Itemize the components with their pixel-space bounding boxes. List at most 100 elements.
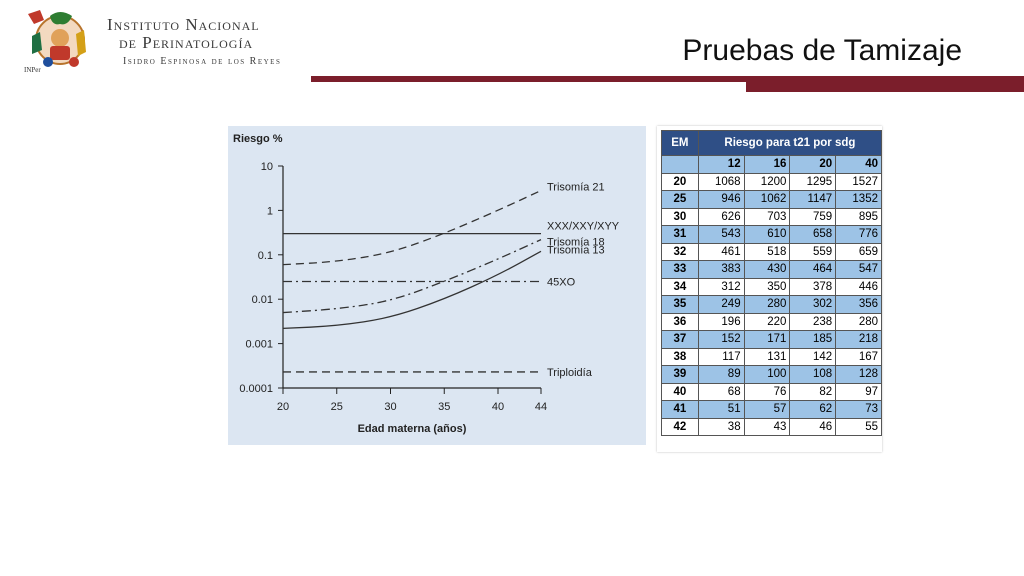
y-tick-label: 0.01 [252,294,273,306]
y-tick-label: 0.1 [258,250,273,262]
table-row: 35 249 280 302 356 [661,295,882,314]
table-cell-risk: 68 [697,382,745,401]
table-cell-risk: 1200 [743,172,791,191]
table-cell-risk: 543 [697,225,745,244]
table-cell-risk: 51 [697,400,745,419]
table-cell-age: 36 [661,312,699,331]
table-cell-risk: 547 [835,260,882,279]
table-cell-risk: 167 [835,347,882,366]
table-cell-age: 34 [661,277,699,296]
table-cell-risk: 128 [835,365,882,384]
table-cell-risk: 302 [789,295,837,314]
table-cell-risk: 220 [743,312,791,331]
table-cell-age: 31 [661,225,699,244]
table-cell-risk: 703 [743,207,791,226]
table-cell-risk: 895 [835,207,882,226]
risk-chart: 10 1 0.1 0.01 0.001 0.0001 20 25 30 35 40 44 Riesgo … [228,126,646,445]
series-label-45xo: 45XO [547,277,576,289]
y-tick-label: 10 [261,161,273,173]
institution-line3: Isidro Espinosa de los Reyes [123,56,282,67]
series-line-trisom-a-18 [282,239,542,314]
table-row: 40 68 76 82 97 [661,382,882,401]
table-cell-risk: 57 [743,400,791,419]
table-cell-risk: 89 [697,365,745,384]
table-cell-age: 41 [661,400,699,419]
table-cell-age: 35 [661,295,699,314]
table-cell-risk: 659 [835,242,882,261]
table-cell-risk: 38 [697,417,745,436]
table-cell-risk: 759 [789,207,837,226]
table-cell-risk: 946 [697,190,745,209]
table-cell-risk: 378 [789,277,837,296]
table-cell-risk: 559 [789,242,837,261]
table-cell-risk: 249 [697,295,745,314]
table-cell-risk: 43 [743,417,791,436]
table-cell-risk: 430 [743,260,791,279]
table-header-row: EM Riesgo para t21 por sdg [661,130,883,156]
risk-chart-svg: 10 1 0.1 0.01 0.001 0.0001 20 25 30 35 40 44 Riesgo … [233,133,620,435]
table-column-header [661,155,699,174]
table-cell-age: 38 [661,347,699,366]
table-cell-risk: 117 [697,347,745,366]
table-row: 38 117 131 142 167 [661,347,882,366]
institution-name: Instituto Nacional de Perinatología Isid… [107,15,282,68]
y-tick-label: 0.001 [245,339,273,351]
table-cell-risk: 1352 [835,190,882,209]
table-column-header: 16 [743,155,791,174]
table-cell-risk: 152 [697,330,745,349]
table-row: 30 626 703 759 895 [661,207,882,226]
table-header-em: EM [661,130,699,156]
slide-title: Pruebas de Tamizaje [682,34,962,67]
table-cell-risk: 196 [697,312,745,331]
x-tick-label: 25 [331,401,343,413]
table-header-risk: Riesgo para t21 por sdg [697,130,883,156]
table-cell-age: 42 [661,417,699,436]
table-cell-risk: 218 [835,330,882,349]
table-cell-risk: 1527 [835,172,882,191]
table-cell-age: 25 [661,190,699,209]
logo-caption: INPer [24,66,41,74]
table-cell-risk: 142 [789,347,837,366]
table-subheader-row: 12 16 20 40 [661,155,882,174]
inper-logo [28,10,86,67]
table-row: 20 1068 1200 1295 1527 [661,172,882,191]
table-cell-age: 32 [661,242,699,261]
table-column-header: 40 [835,155,882,174]
table-column-header: 12 [697,155,745,174]
table-cell-risk: 518 [743,242,791,261]
series-label-trisom-a-13: Trisomía 13 [547,244,605,256]
table-cell-age: 20 [661,172,699,191]
table-cell-risk: 82 [789,382,837,401]
table-cell-risk: 171 [743,330,791,349]
table-row: 34 312 350 378 446 [661,277,882,296]
institution-line1: Instituto Nacional [107,15,260,34]
table-row: 39 89 100 108 128 [661,365,882,384]
series-label-trisom-a-18: Trisomía 18 [547,237,605,249]
series-line-trisom-a-13 [282,250,542,330]
series-label-triploid-a: Triploidía [547,367,593,379]
table-cell-risk: 131 [743,347,791,366]
table-row: 32 461 518 559 659 [661,242,882,261]
table-cell-age: 39 [661,365,699,384]
table-cell-age: 37 [661,330,699,349]
table-cell-risk: 776 [835,225,882,244]
x-tick-label: 44 [535,401,547,413]
y-axis-label: Riesgo % [233,133,283,145]
institution-line2: de Perinatología [119,33,254,52]
table-cell-risk: 73 [835,400,882,419]
x-tick-label: 35 [438,401,450,413]
table-cell-risk: 55 [835,417,882,436]
table-cell-risk: 185 [789,330,837,349]
table-row: 37 152 171 185 218 [661,330,882,349]
table-cell-risk: 312 [697,277,745,296]
table-cell-risk: 100 [743,365,791,384]
series-line-trisom-a-21 [282,189,542,266]
table-cell-risk: 97 [835,382,882,401]
table-cell-risk: 1068 [697,172,745,191]
table-cell-risk: 658 [789,225,837,244]
table-cell-risk: 464 [789,260,837,279]
series-label-xxx-xxy-xyy: XXX/XXY/XYY [547,221,620,233]
table-row: 33 383 430 464 547 [661,260,882,279]
table-row: 41 51 57 62 73 [661,400,882,419]
t21-risk-table: EM Riesgo para t21 por sdg 12 16 20 40 20 1068 1… [661,130,883,436]
